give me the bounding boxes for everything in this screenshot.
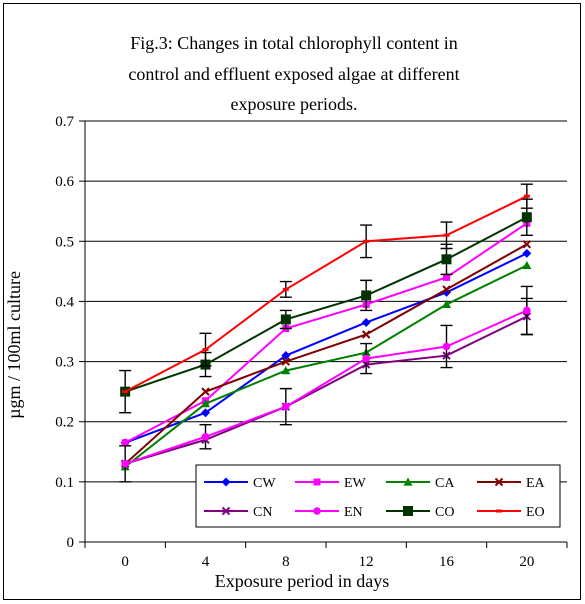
legend-marker-ea (494, 477, 504, 487)
point-eo (282, 287, 289, 291)
legend-label-ca: CA (435, 476, 455, 491)
point-ea (522, 240, 532, 249)
x-tick-label: 20 (519, 554, 534, 570)
series-line-ew (124, 222, 528, 444)
x-tick-label: 8 (282, 554, 290, 570)
chart-title-line-3: exposure periods. (231, 94, 358, 114)
y-tick-label: 0.2 (55, 415, 74, 431)
x-tick-label: 16 (439, 554, 455, 570)
point-cw (201, 408, 210, 418)
point-cw (361, 317, 371, 327)
point-cw (522, 248, 532, 258)
y-tick-label: 0.4 (55, 294, 74, 310)
point-eo (122, 390, 129, 394)
x-tick-label: 4 (202, 554, 210, 570)
point-en (121, 460, 129, 468)
y-tick-label: 0.6 (55, 174, 74, 190)
point-en (362, 354, 370, 363)
legend-label-eo: EO (526, 505, 545, 520)
legend-marker-eo (496, 509, 502, 513)
point-eo (443, 233, 450, 237)
point-ca (522, 260, 532, 269)
series-line-co (124, 216, 528, 393)
y-tick-label: 0.1 (55, 475, 74, 491)
point-ew (443, 273, 450, 281)
y-axis-label: µgm / 100ml culture (4, 271, 24, 419)
chart-title-line-2: control and effluent exposed algae at di… (128, 64, 459, 84)
point-co (361, 290, 372, 301)
series-line-eo (124, 195, 528, 393)
y-tick-label: 0.5 (55, 234, 74, 250)
chart-title: Fig.3: Changes in total chlorophyll cont… (128, 33, 459, 114)
point-co (441, 254, 452, 265)
legend-label-en: EN (344, 505, 363, 520)
legend-marker-ca (403, 477, 413, 486)
point-ca (442, 299, 451, 309)
point-eo (202, 348, 209, 352)
legend: CW EW CA EA CN EN CO EO (195, 464, 561, 528)
point-eo (363, 239, 370, 243)
y-tick-label: 0.3 (55, 355, 74, 371)
x-tick-label: 0 (121, 554, 129, 570)
point-co (280, 314, 291, 325)
x-tick-label: 12 (359, 554, 374, 570)
series-line-en (124, 309, 528, 465)
legend-label-ew: EW (344, 476, 367, 491)
point-en (201, 432, 210, 441)
y-tick-label: 0 (67, 535, 75, 551)
legend-box (195, 464, 561, 528)
point-ea (281, 357, 291, 366)
series-line-ca (124, 264, 528, 468)
point-ea (442, 285, 451, 294)
point-ea (201, 387, 210, 396)
point-ea (361, 330, 371, 339)
legend-marker-ew (313, 478, 321, 486)
point-ca (201, 399, 210, 408)
y-tick-label: 0.7 (55, 114, 74, 130)
series-line-cw (124, 252, 528, 444)
point-ew (121, 439, 129, 447)
legend-label-co: CO (435, 505, 454, 520)
series-line-cn (124, 315, 528, 465)
legend-marker-cw (221, 477, 231, 487)
point-en (523, 306, 531, 315)
legend-marker-cn (221, 506, 231, 516)
legend-label-cn: CN (253, 505, 272, 520)
chart-title-line-1: Fig.3: Changes in total chlorophyll cont… (130, 33, 457, 53)
series-line-ea (124, 243, 528, 465)
legend-label-cw: CW (253, 476, 276, 491)
point-eo (523, 194, 530, 198)
x-axis-label: Exposure period in days (215, 571, 389, 591)
point-ca (281, 366, 291, 375)
legend-marker-co (403, 506, 413, 516)
point-en (442, 342, 451, 351)
point-en (282, 402, 290, 411)
point-cw (281, 351, 291, 361)
point-co (521, 212, 532, 223)
legend-label-ea: EA (526, 476, 546, 491)
legend-marker-en (313, 507, 321, 515)
